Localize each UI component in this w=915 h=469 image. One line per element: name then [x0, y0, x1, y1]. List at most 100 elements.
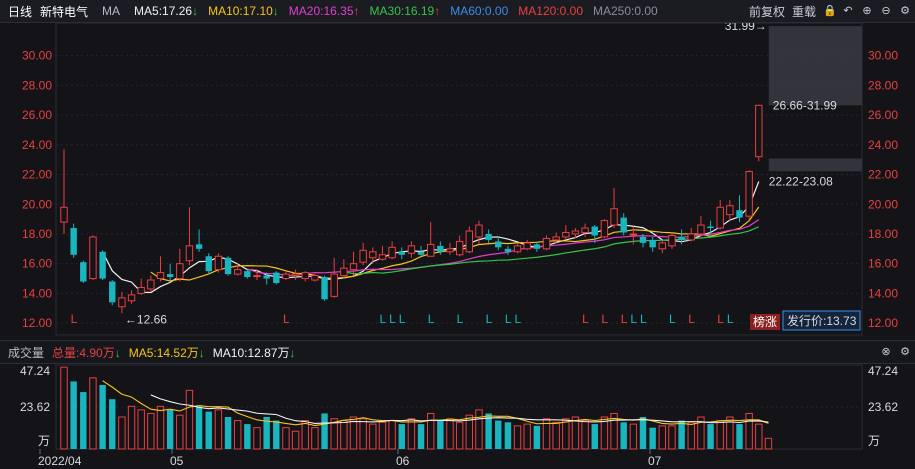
volume-bar [273, 420, 280, 449]
zoom-in-icon[interactable]: ⊕ [862, 5, 872, 17]
candle-body [707, 226, 714, 229]
volume-bar [127, 405, 136, 450]
candle-body [89, 236, 97, 280]
limit-tag-box [750, 314, 780, 330]
volume-bar [176, 414, 184, 450]
ma10-line [150, 206, 760, 282]
candle-body [678, 236, 685, 240]
limit-marker: L [428, 312, 435, 326]
ma-legend-item: MA20:16.35↑ [288, 4, 360, 18]
candle-body [513, 245, 522, 253]
limit-marker: L [399, 312, 406, 326]
candle-body [485, 233, 492, 240]
candle-body [475, 224, 483, 238]
volume-bar [340, 420, 348, 450]
indicator-label[interactable]: MA [102, 4, 121, 18]
candle-body [378, 254, 387, 260]
volume-bar [321, 413, 328, 449]
limit-marker: L [717, 312, 724, 326]
candle-body [581, 227, 589, 233]
candle-body [736, 210, 743, 218]
zoom-out-icon[interactable]: ⊖ [881, 5, 891, 17]
volume-bar [185, 389, 194, 450]
volume-bar [755, 423, 763, 450]
candle-body [620, 217, 627, 233]
y-tick-right: 30.00 [868, 49, 898, 63]
volume-header: 成交量 总量:4.90万↓ MA5:14.52万↓ MA10:12.87万↓ ⊗… [0, 340, 915, 364]
volume-settings-icon[interactable]: ⚙ [900, 346, 910, 358]
candle-body [369, 251, 377, 259]
volume-total: 总量:4.90万↓ [52, 345, 121, 360]
price-chart[interactable]: 12.00 12.00 14.00 14.00 16.00 16.00 18.00 18.00… [0, 23, 915, 340]
high-annotation: 31.99→ [725, 23, 767, 33]
close-icon[interactable]: ⊗ [881, 346, 891, 358]
volume-bar [736, 424, 743, 449]
candle-body [301, 272, 309, 280]
candle-body [166, 274, 174, 278]
candle-body [156, 272, 165, 280]
volume-bar [465, 414, 474, 450]
period-label[interactable]: 日线 [8, 4, 33, 19]
volume-bar [437, 420, 444, 449]
undo-icon[interactable]: ↶ [843, 5, 853, 17]
volume-chart[interactable]: 47.24 47.24 23.62 23.62 万 万 2022/04 05 06 07 [0, 363, 915, 469]
candle-body [398, 251, 405, 255]
volume-title: 成交量 [8, 345, 45, 360]
candle-body [571, 230, 580, 235]
volume-bar [311, 427, 319, 450]
candle-body [687, 233, 695, 241]
candle-body [349, 263, 358, 271]
volume-bar [195, 406, 203, 449]
candle-body [600, 220, 609, 238]
volume-bar [504, 422, 512, 449]
candle-body [523, 242, 531, 250]
volume-bar [678, 420, 685, 449]
candle-body [224, 257, 232, 275]
lock-icon[interactable]: 🔒 [823, 5, 837, 17]
volume-y-tick-right: 23.62 [868, 400, 898, 414]
candle-body [639, 236, 647, 243]
candle-body [282, 273, 290, 280]
adjust-button[interactable]: 前复权 [748, 4, 785, 19]
candle-body [726, 205, 734, 216]
volume-bar [495, 420, 502, 449]
y-tick-right: 18.00 [868, 227, 898, 241]
range-lower-annotation: 22.22-23.08 [769, 174, 833, 188]
volume-ma5: MA5:14.52万↓ [128, 345, 205, 360]
candle-body [214, 255, 223, 271]
limit-marker: L [727, 312, 734, 326]
candle-body [291, 273, 300, 277]
settings-icon[interactable]: ⚙ [900, 5, 910, 17]
y-tick-right: 28.00 [868, 78, 898, 92]
candle-body [109, 281, 116, 303]
volume-bar [687, 421, 695, 450]
candle-body [610, 208, 618, 226]
volume-bar [649, 427, 656, 449]
volume-bar [224, 416, 232, 449]
candle-body [437, 245, 444, 252]
candle-body [668, 234, 676, 247]
volume-bar [369, 423, 377, 450]
candle-body [407, 245, 416, 254]
candle-body [185, 245, 194, 262]
volume-bar [446, 418, 454, 450]
candle-body [137, 286, 145, 294]
volume-bar [359, 418, 367, 450]
candle-body [533, 244, 541, 249]
ma-legend-item: MA250:0.00 [593, 4, 658, 18]
candle-body [321, 277, 328, 300]
candle-body [340, 267, 348, 277]
volume-y-tick-right: 47.24 [868, 364, 898, 378]
range-box-upper [768, 26, 862, 106]
limit-marker: L [621, 312, 628, 326]
volume-bar [118, 416, 126, 450]
overlay-button[interactable]: 重载 [791, 4, 816, 19]
limit-marker: L [601, 312, 608, 326]
volume-bar [166, 409, 174, 449]
candle-body [273, 272, 280, 283]
volume-bar [610, 412, 618, 450]
candle-body [716, 206, 724, 229]
volume-bar [552, 421, 560, 450]
volume-bar [253, 427, 261, 450]
volume-bar [109, 399, 116, 449]
